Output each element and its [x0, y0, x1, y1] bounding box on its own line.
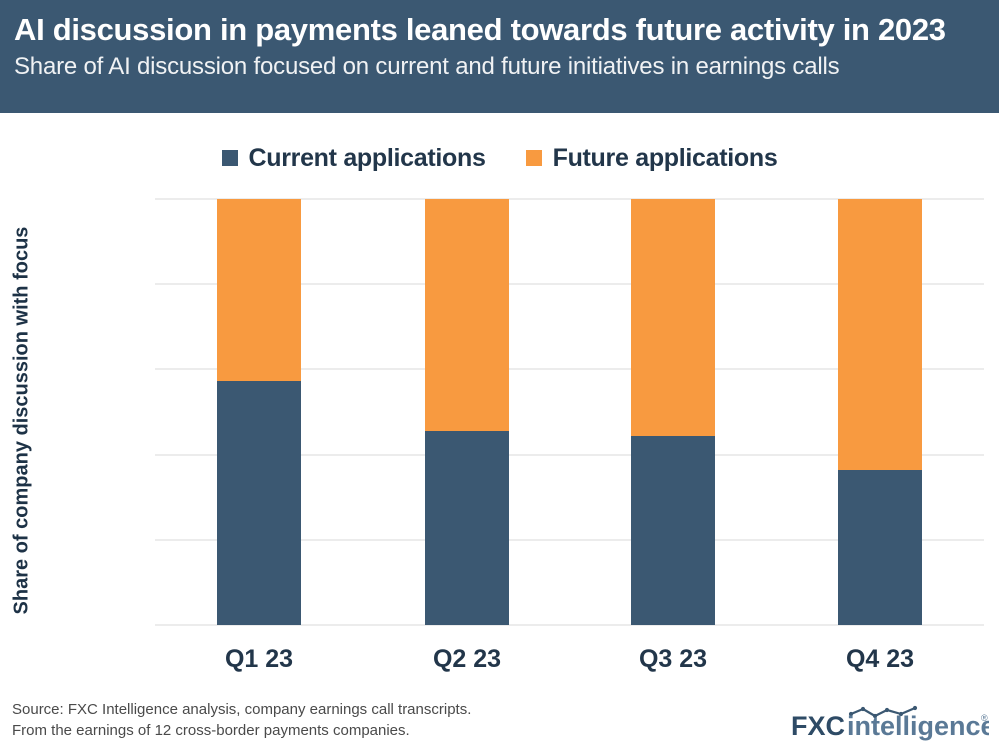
bar-group[interactable]: [425, 199, 509, 625]
legend-item-future-applications[interactable]: Future applications: [525, 143, 778, 173]
chart-legend: Current applications Future applications: [0, 138, 999, 178]
gridline: [155, 368, 984, 371]
x-axis-tick-label: Q2 23: [432, 645, 502, 673]
footer: Source: FXC Intelligence analysis, compa…: [0, 693, 999, 749]
bar-segment-future-applications[interactable]: [425, 199, 509, 432]
bar-group[interactable]: [217, 199, 301, 625]
legend-label-future-applications: Future applications: [552, 143, 778, 172]
bar-group[interactable]: [838, 199, 922, 625]
square-swatch-icon: [221, 150, 238, 166]
bar-segment-current-applications[interactable]: [217, 380, 301, 625]
header-banner: AI discussion in payments leaned towards…: [0, 0, 999, 113]
gridline: [155, 453, 984, 456]
gridline: [155, 283, 984, 286]
source-note: Source: FXC Intelligence analysis, compa…: [12, 699, 471, 741]
gridline: [155, 624, 984, 626]
bar-segment-future-applications[interactable]: [838, 199, 922, 470]
svg-text:FXC: FXC: [791, 711, 845, 741]
svg-text:intelligence: intelligence: [847, 711, 989, 741]
y-axis-title: Share of company discussion with focus: [10, 226, 33, 615]
x-axis-tick-label: Q3 23: [638, 645, 708, 673]
bar-segment-future-applications[interactable]: [217, 199, 301, 381]
legend-item-current-applications[interactable]: Current applications: [221, 143, 486, 173]
square-swatch-icon: [525, 150, 542, 166]
page-subtitle: Share of AI discussion focused on curren…: [14, 53, 840, 80]
bar-segment-current-applications[interactable]: [425, 431, 509, 625]
svg-text:®: ®: [981, 713, 988, 723]
bar-segment-current-applications[interactable]: [631, 435, 715, 625]
gridline: [155, 198, 984, 200]
page-title: AI discussion in payments leaned towards…: [14, 12, 946, 47]
source-note-line-1: Source: FXC Intelligence analysis, compa…: [12, 701, 472, 718]
x-axis-tick-label: Q1 23: [224, 645, 294, 673]
source-note-line-2: From the earnings of 12 cross-border pay…: [12, 722, 410, 739]
legend-label-current-applications: Current applications: [248, 143, 486, 172]
x-axis-tick-label: Q4 23: [845, 645, 915, 673]
fxc-intelligence-logo: FXC intelligence ®: [789, 705, 989, 741]
bar-segment-future-applications[interactable]: [631, 199, 715, 436]
bar-group[interactable]: [631, 199, 715, 625]
logo-mark-icon: FXC intelligence ®: [791, 705, 989, 741]
chart-area: Share of company discussion with focus 0…: [0, 113, 999, 688]
bar-segment-current-applications[interactable]: [838, 469, 922, 625]
gridline: [155, 538, 984, 541]
